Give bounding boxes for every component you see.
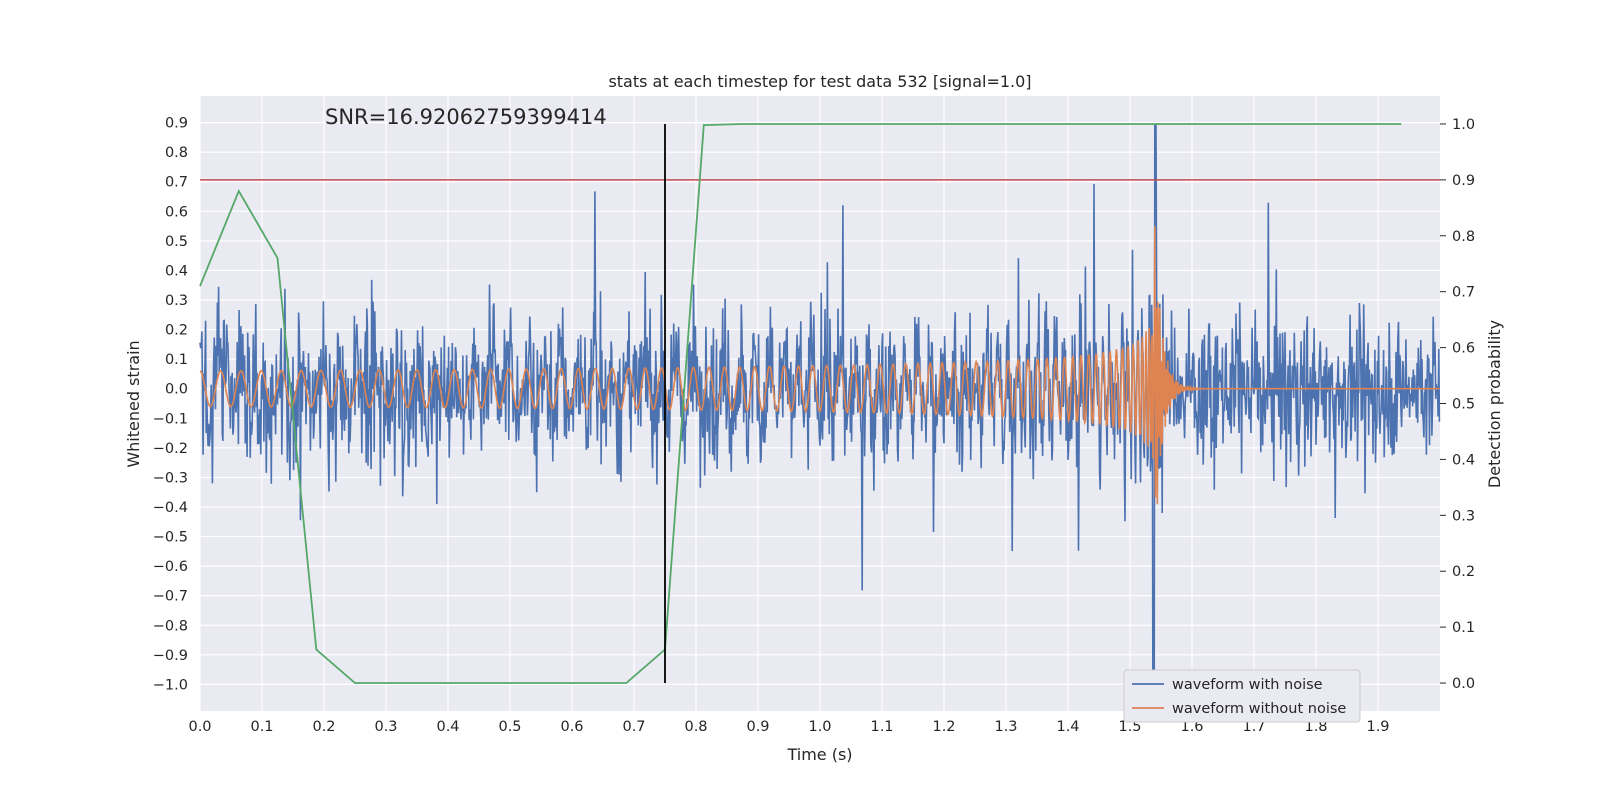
y-tick-label: 0.8 — [165, 145, 188, 161]
y-tick-label: −0.8 — [153, 618, 188, 634]
x-tick-label: 1.0 — [808, 719, 831, 735]
y-tick-label: 0.0 — [165, 382, 188, 398]
x-tick-label: 0.9 — [746, 719, 769, 735]
y-tick-label: −0.6 — [153, 559, 188, 575]
x-tick-label: 1.8 — [1304, 719, 1327, 735]
y-tick-label: −0.5 — [153, 530, 188, 546]
y2-tick-label: 0.6 — [1452, 341, 1475, 357]
legend-label-clean: waveform without noise — [1172, 701, 1346, 717]
y2-axis-label: Detection probability — [1485, 320, 1504, 488]
y-tick-label: 0.3 — [165, 293, 188, 309]
y-tick-label: 0.1 — [165, 352, 188, 368]
x-axis-label: Time (s) — [786, 745, 852, 764]
x-tick-label: 1.5 — [1118, 719, 1141, 735]
legend: waveform with noise waveform without noi… — [1123, 669, 1361, 723]
x-tick-label: 1.1 — [870, 719, 893, 735]
y-tick-label: 0.4 — [165, 263, 188, 279]
x-tick-label: 0.0 — [188, 719, 211, 735]
x-tick-label: 0.6 — [560, 719, 583, 735]
y-tick-label: 0.6 — [165, 204, 188, 220]
y-tick-label: −0.9 — [153, 648, 188, 664]
legend-label-noisy: waveform with noise — [1172, 677, 1323, 693]
series-waveform-without-noise — [199, 226, 1440, 505]
x-tick-label: 0.4 — [436, 719, 459, 735]
x-axis: 0.0 0.1 0.2 0.3 0.4 0.5 0.6 0.7 0.8 0.9 1.0 1.1 1.2 1… — [188, 719, 1389, 735]
x-tick-label: 0.5 — [498, 719, 521, 735]
y-tick-label: −0.2 — [153, 441, 188, 457]
y2-tick-label: 0.1 — [1452, 620, 1475, 636]
x-tick-label: 1.4 — [1056, 719, 1079, 735]
y2-tick-label: 0.7 — [1452, 285, 1475, 301]
y-tick-label: −0.7 — [153, 589, 188, 605]
x-tick-label: 1.6 — [1180, 719, 1203, 735]
y2-tick-label: 0.4 — [1452, 452, 1475, 468]
x-tick-label: 1.9 — [1366, 719, 1389, 735]
chart-title: stats at each timestep for test data 532… — [608, 72, 1031, 91]
series-detection-probability — [199, 123, 1402, 684]
y-axis-label: Whitened strain — [124, 340, 143, 467]
y2-tick-label: 0.9 — [1452, 173, 1475, 189]
y2-tick-label: 0.8 — [1452, 229, 1475, 245]
y2-tick-label: 0.2 — [1452, 564, 1475, 580]
y-tick-label: −0.3 — [153, 470, 188, 486]
y2-tick-label: 1.0 — [1452, 117, 1475, 133]
legend-box — [1123, 669, 1361, 723]
y-axis-right: 1.0 0.9 0.8 0.7 0.6 0.5 0.4 0.3 0.2 0.1 0.0 — [1440, 117, 1475, 692]
y-tick-label: 0.9 — [165, 116, 188, 132]
series — [199, 123, 1441, 712]
x-tick-label: 0.2 — [312, 719, 335, 735]
x-tick-label: 1.7 — [1242, 719, 1265, 735]
x-tick-label: 0.3 — [374, 719, 397, 735]
y2-tick-label: 0.0 — [1452, 676, 1475, 692]
x-tick-label: 1.3 — [994, 719, 1017, 735]
y2-tick-label: 0.3 — [1452, 508, 1475, 524]
y-tick-label: 0.7 — [165, 175, 188, 191]
y-tick-label: 0.5 — [165, 234, 188, 250]
x-tick-label: 0.1 — [250, 719, 273, 735]
series-waveform-with-noise — [199, 124, 1441, 712]
x-tick-label: 1.2 — [932, 719, 955, 735]
y-tick-label: −0.4 — [153, 500, 188, 516]
y-axis-left: 0.9 0.8 0.7 0.6 0.5 0.4 0.3 0.2 0.1 0.0 −0.1 −0.2 −0… — [153, 116, 188, 694]
y-tick-label: −0.1 — [153, 411, 188, 427]
x-tick-label: 0.7 — [622, 719, 645, 735]
y2-tick-label: 0.5 — [1452, 397, 1475, 413]
x-tick-label: 0.8 — [684, 719, 707, 735]
y-tick-label: −1.0 — [153, 677, 188, 693]
y-tick-label: 0.2 — [165, 323, 188, 339]
snr-annotation: SNR=16.92062759399414 — [325, 105, 607, 129]
